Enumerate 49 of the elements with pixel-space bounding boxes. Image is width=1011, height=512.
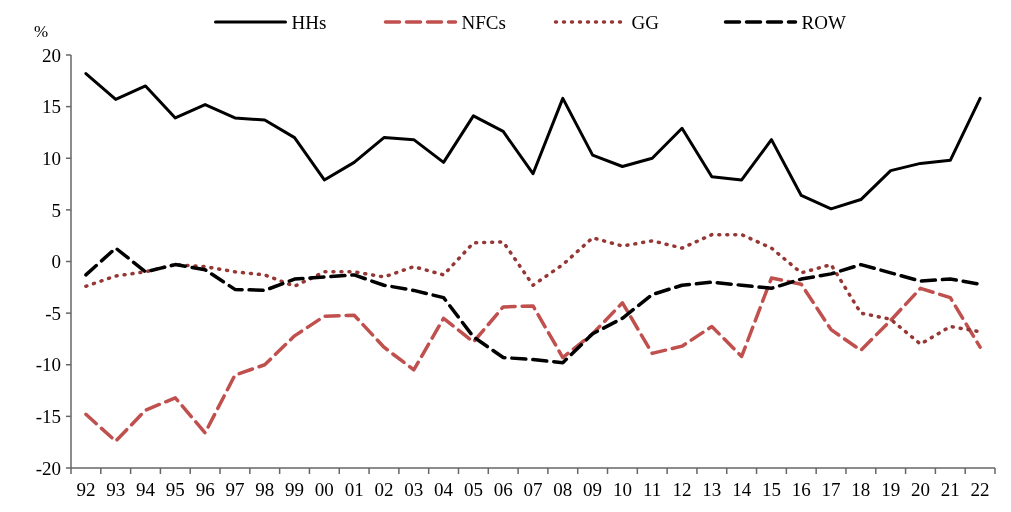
x-tick-label: 00 [314, 479, 334, 500]
y-tick-label: 10 [42, 147, 61, 169]
x-tick-label: 21 [940, 479, 960, 500]
x-tick-label: 19 [881, 479, 901, 500]
x-tick-label: 05 [463, 479, 483, 500]
x-tick-label: 01 [344, 479, 364, 500]
x-tick-label: 07 [523, 479, 543, 500]
x-tick-label: 93 [106, 479, 126, 500]
x-tick-label: 02 [374, 479, 394, 500]
x-tick-label: 03 [404, 479, 424, 500]
line-series [84, 232, 982, 346]
x-tick-label: 99 [285, 479, 305, 500]
x-tick-label: 14 [732, 479, 752, 500]
y-tick-label: -10 [35, 354, 61, 376]
x-tick-label: 96 [195, 479, 215, 500]
legend-label: GG [631, 11, 660, 33]
x-tick-label: 16 [791, 479, 811, 500]
x-tick-label: 10 [612, 479, 632, 500]
y-tick-label: -5 [45, 302, 61, 324]
y-tick-label: -20 [35, 457, 61, 479]
line-series [84, 276, 982, 443]
x-tick-label: 11 [643, 479, 662, 500]
legend-label: HHs [291, 11, 327, 33]
y-tick-label: 15 [42, 96, 61, 118]
y-tick-label: 5 [51, 199, 61, 221]
x-tick-label: 09 [583, 479, 603, 500]
line-series [84, 72, 982, 211]
x-tick-label: 97 [225, 479, 245, 500]
x-tick-label: 95 [165, 479, 185, 500]
x-tick-label: 92 [76, 479, 96, 500]
x-tick-label: 98 [255, 479, 275, 500]
legend-label: NFCs [461, 11, 506, 33]
x-tick-label: 94 [136, 479, 156, 500]
y-tick-label: -15 [35, 406, 61, 428]
x-tick-label: 13 [702, 479, 722, 500]
line-series [84, 246, 982, 365]
legend-label: ROW [801, 11, 846, 33]
x-tick-label: 22 [970, 479, 990, 500]
x-tick-label: 06 [493, 479, 513, 500]
y-tick-label: 0 [51, 251, 61, 273]
y-axis-title: % [33, 22, 49, 41]
x-tick-label: 20 [910, 479, 930, 500]
x-tick-label: 17 [821, 479, 841, 500]
x-tick-label: 12 [672, 479, 692, 500]
x-tick-label: 18 [851, 479, 871, 500]
y-tick-label: 20 [42, 44, 61, 66]
x-tick-label: 04 [434, 479, 454, 500]
x-tick-label: 08 [553, 479, 573, 500]
x-tick-label: 15 [761, 479, 781, 500]
